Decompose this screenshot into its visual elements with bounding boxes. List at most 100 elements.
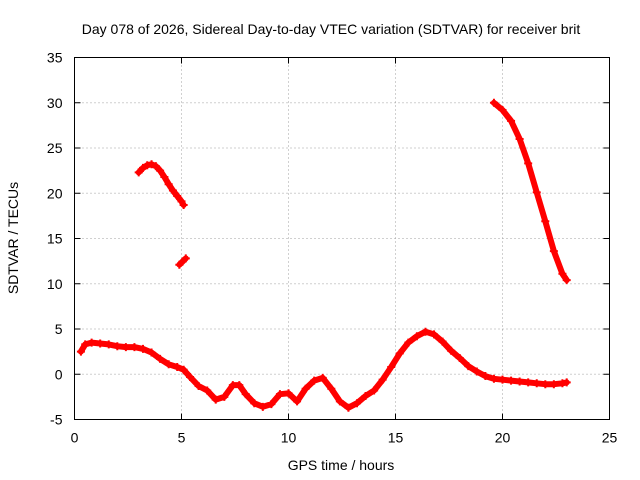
data-point xyxy=(549,380,558,389)
x-tick-label: 10 xyxy=(281,430,297,446)
data-point xyxy=(267,400,276,409)
data-point xyxy=(549,247,558,256)
data-point xyxy=(96,339,105,348)
data-point xyxy=(541,217,550,226)
y-tick-label: 15 xyxy=(47,231,63,247)
x-axis-label: GPS time / hours xyxy=(288,457,395,473)
data-point xyxy=(164,180,173,189)
data-point xyxy=(147,348,156,357)
data-point xyxy=(404,338,413,347)
chart-title: Day 078 of 2026, Sidereal Day-to-day VTE… xyxy=(82,21,581,37)
data-point xyxy=(498,105,507,114)
data-point xyxy=(318,373,327,382)
data-point xyxy=(147,160,156,169)
data-point xyxy=(173,191,182,200)
data-point xyxy=(310,376,319,385)
data-point xyxy=(524,159,533,168)
data-point xyxy=(138,344,147,353)
y-tick-label: 35 xyxy=(47,50,63,66)
y-tick-label: -5 xyxy=(50,412,63,428)
data-point xyxy=(186,372,195,381)
data-point xyxy=(151,162,160,171)
data-point xyxy=(284,389,293,398)
y-tick-label: 30 xyxy=(47,95,63,111)
data-point xyxy=(489,98,498,107)
x-tick-label: 0 xyxy=(71,430,79,446)
data-point xyxy=(301,384,310,393)
y-tick-label: 0 xyxy=(55,366,63,382)
y-tick-label: 5 xyxy=(55,321,63,337)
data-point xyxy=(121,343,130,352)
data-point xyxy=(562,378,571,387)
data-point xyxy=(87,338,96,347)
y-axis-label: SDTVAR / TECUs xyxy=(5,182,21,294)
data-point xyxy=(81,340,90,349)
data-point xyxy=(352,399,361,408)
data-point xyxy=(241,390,250,399)
data-point xyxy=(464,362,473,371)
data-point xyxy=(138,163,147,172)
data-point xyxy=(181,254,190,263)
data-point xyxy=(489,374,498,383)
data-point xyxy=(507,116,516,125)
data-point xyxy=(447,346,456,355)
axis-ticks: 0 5 10 15 20 25 -5 0 5 10 15 20 25 30 35 xyxy=(47,50,618,446)
data-point xyxy=(250,399,259,408)
series-4-trace xyxy=(490,99,570,284)
data-point xyxy=(344,403,353,412)
data-point xyxy=(558,269,567,278)
data-point xyxy=(113,342,122,351)
data-point xyxy=(179,365,188,374)
data-point xyxy=(76,347,85,356)
data-point xyxy=(507,376,516,385)
data-point xyxy=(455,353,464,362)
data-point xyxy=(562,276,571,285)
y-tick-label: 10 xyxy=(47,276,63,292)
data-point xyxy=(203,386,212,395)
data-point xyxy=(361,391,370,400)
data-point xyxy=(430,330,439,339)
y-tick-label: 25 xyxy=(47,140,63,156)
data-point xyxy=(168,186,177,195)
data-point xyxy=(541,380,550,389)
data-point xyxy=(498,375,507,384)
series-3-trace xyxy=(176,255,189,268)
y-tick-label: 20 xyxy=(47,185,63,201)
data-series xyxy=(76,98,571,412)
data-point xyxy=(387,363,396,372)
data-point xyxy=(179,201,188,210)
data-point xyxy=(134,168,143,177)
data-point xyxy=(412,332,421,341)
data-point xyxy=(235,381,244,390)
data-point xyxy=(258,402,267,411)
data-point xyxy=(421,327,430,336)
data-point xyxy=(156,354,165,363)
data-point xyxy=(532,188,541,197)
data-point xyxy=(335,397,344,406)
data-point xyxy=(220,392,229,401)
grid-lines xyxy=(74,57,610,420)
data-point xyxy=(194,382,203,391)
data-point xyxy=(524,378,533,387)
data-point xyxy=(164,360,173,369)
data-point xyxy=(395,349,404,358)
data-point xyxy=(481,372,490,381)
data-point xyxy=(293,397,302,406)
data-point xyxy=(515,377,524,386)
data-point xyxy=(378,375,387,384)
data-point xyxy=(370,386,379,395)
x-tick-label: 15 xyxy=(388,430,404,446)
data-point xyxy=(275,390,284,399)
data-point xyxy=(175,260,184,269)
data-point xyxy=(438,337,447,346)
x-tick-label: 25 xyxy=(602,430,618,446)
data-point xyxy=(160,172,169,181)
data-point xyxy=(130,343,139,352)
series-1-trace xyxy=(77,328,570,411)
data-point xyxy=(327,384,336,393)
data-point xyxy=(156,166,165,175)
data-point xyxy=(104,340,113,349)
data-point xyxy=(173,363,182,372)
x-tick-label: 20 xyxy=(495,430,511,446)
